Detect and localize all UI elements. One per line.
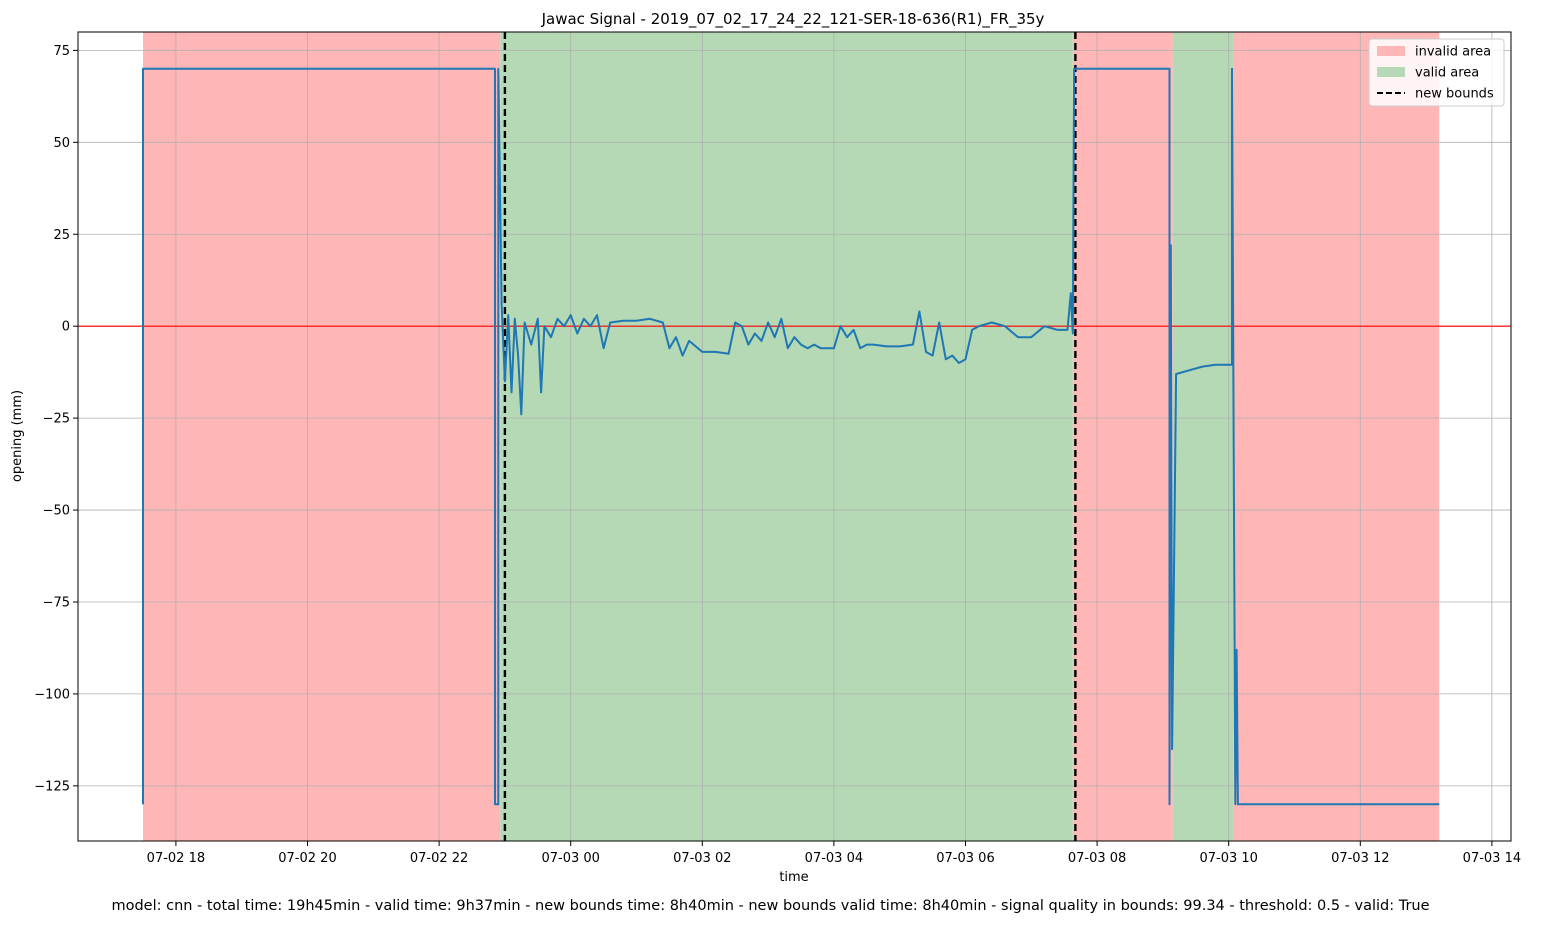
legend-label: invalid area bbox=[1415, 45, 1491, 60]
x-tick-label: 07-02 22 bbox=[410, 851, 468, 866]
y-tick-label: −75 bbox=[43, 595, 70, 610]
legend-swatch bbox=[1377, 67, 1405, 77]
y-axis-label: opening (mm) bbox=[10, 390, 25, 482]
legend-swatch bbox=[1377, 46, 1405, 56]
new-bounds-lines bbox=[503, 32, 1077, 841]
y-axis-ticks: 75 50 25 0 −25 −50 −75 −100 −125 bbox=[34, 44, 78, 794]
x-tick-label: 07-03 06 bbox=[936, 851, 994, 866]
x-tick-label: 07-03 10 bbox=[1199, 851, 1257, 866]
x-tick-label: 07-02 20 bbox=[278, 851, 336, 866]
x-tick-label: 07-03 04 bbox=[805, 851, 863, 866]
x-tick-label: 07-02 18 bbox=[147, 851, 205, 866]
invalid-area bbox=[1233, 32, 1440, 841]
chart-title: Jawac Signal - 2019_07_02_17_24_22_121-S… bbox=[541, 10, 1045, 29]
valid-area bbox=[500, 32, 1073, 841]
x-axis-ticks: 07-02 18 07-02 20 07-02 22 07-03 00 07-03 02… bbox=[147, 841, 1521, 866]
x-axis-label: time bbox=[779, 870, 808, 885]
x-tick-label: 07-03 00 bbox=[541, 851, 599, 866]
legend-label: valid area bbox=[1415, 66, 1479, 81]
x-tick-label: 07-03 12 bbox=[1331, 851, 1389, 866]
y-tick-label: −100 bbox=[34, 687, 70, 702]
x-tick-label: 07-03 08 bbox=[1068, 851, 1126, 866]
shaded-areas bbox=[143, 32, 1440, 841]
footer-summary: model: cnn - total time: 19h45min - vali… bbox=[111, 898, 1430, 914]
y-tick-label: 50 bbox=[53, 136, 70, 151]
x-tick-label: 07-03 14 bbox=[1463, 851, 1521, 866]
series-line-opening bbox=[142, 67, 1440, 806]
invalid-area bbox=[143, 32, 501, 841]
chart: Jawac Signal - 2019_07_02_17_24_22_121-S… bbox=[10, 10, 1522, 885]
y-tick-label: 0 bbox=[62, 320, 70, 335]
legend: invalid area valid area new bounds bbox=[1368, 38, 1505, 107]
legend-label: new bounds bbox=[1415, 87, 1494, 102]
x-tick-label: 07-03 02 bbox=[673, 851, 731, 866]
y-tick-label: −125 bbox=[34, 779, 70, 794]
y-tick-label: −50 bbox=[43, 504, 70, 519]
invalid-area bbox=[1072, 32, 1173, 841]
y-tick-label: 75 bbox=[53, 44, 70, 59]
plot-frame bbox=[77, 31, 1512, 842]
y-tick-label: −25 bbox=[43, 412, 70, 427]
y-tick-label: 25 bbox=[53, 228, 70, 243]
valid-area bbox=[1172, 32, 1234, 841]
